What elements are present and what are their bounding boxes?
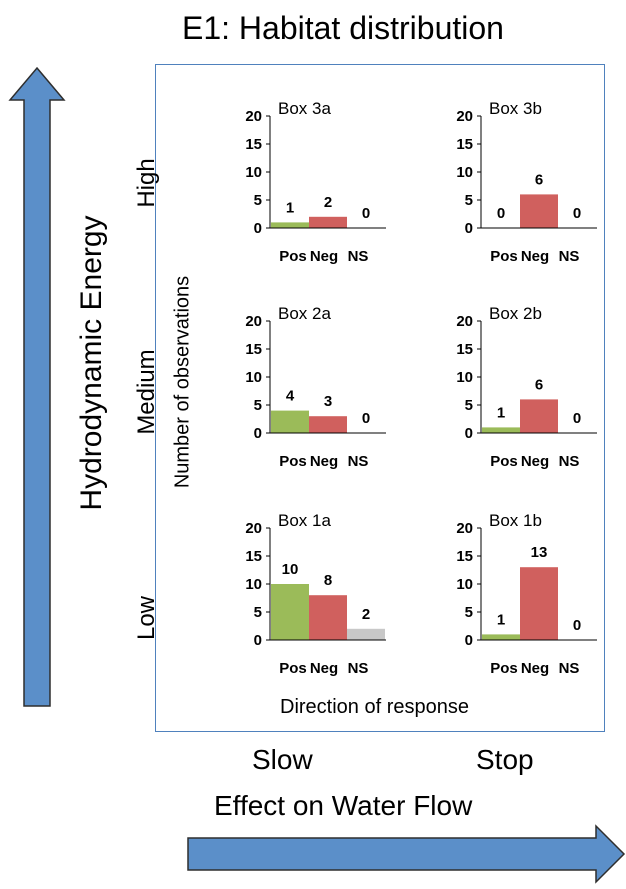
panel-4-data-label: 0 xyxy=(573,410,581,427)
panel-2-data-label: 0 xyxy=(497,205,505,222)
flow-axis-label: Effect on Water Flow xyxy=(214,790,473,821)
panel-5-category-label: NS xyxy=(348,660,369,677)
panel-2-category-label: Neg xyxy=(521,248,549,265)
panel-3-category-label: NS xyxy=(348,453,369,470)
panel-3-data-label: 0 xyxy=(362,410,370,427)
panel-5-tick-label: 0 xyxy=(254,632,262,649)
chart-frame xyxy=(155,64,605,732)
panel-3-data-label: 3 xyxy=(324,393,332,410)
panel-3-data-label: 4 xyxy=(286,388,295,405)
panel-6-data-label: 1 xyxy=(497,611,505,628)
panel-3-tick-label: 0 xyxy=(254,425,262,442)
panel-6-category-label: Pos xyxy=(490,660,518,677)
panel-6-bar-neg xyxy=(520,567,558,640)
panel-6-category-label: Neg xyxy=(521,660,549,677)
panel-5-tick-label: 10 xyxy=(245,576,262,593)
panel-5-tick-label: 20 xyxy=(245,520,262,537)
panel-2-category-label: NS xyxy=(559,248,580,265)
panel-6-tick-label: 5 xyxy=(465,604,473,621)
panel-4-data-label: 6 xyxy=(535,376,543,393)
panel-2-tick-label: 5 xyxy=(465,192,473,209)
panel-3-title: Box 2a xyxy=(278,304,331,323)
panel-4-tick-label: 5 xyxy=(465,397,473,414)
panel-4-tick-label: 20 xyxy=(456,313,473,330)
panel-6-title: Box 1b xyxy=(489,511,542,530)
panel-6-tick-label: 15 xyxy=(456,548,473,565)
panel-3-tick-label: 15 xyxy=(245,341,262,358)
panel-5-data-label: 2 xyxy=(362,606,370,623)
panel-3-bar-pos xyxy=(271,410,309,433)
panel-3-category-label: Neg xyxy=(310,453,338,470)
panel-2-tick-label: 15 xyxy=(456,136,473,153)
panel-5-tick-label: 5 xyxy=(254,604,262,621)
panel-5-title: Box 1a xyxy=(278,511,331,530)
panel-4-category-label: Neg xyxy=(521,453,549,470)
panel-1-data-label: 2 xyxy=(324,194,332,211)
panel-4-bar-pos xyxy=(482,427,520,433)
panel-6-bar-pos xyxy=(482,634,520,640)
panel-4-tick-label: 0 xyxy=(465,425,473,442)
panel-5-tick-label: 15 xyxy=(245,548,262,565)
panel-1-category-label: Pos xyxy=(279,248,307,265)
panel-1-title: Box 3a xyxy=(278,99,331,118)
panel-5-bar-ns xyxy=(347,628,385,640)
x-axis-label: Direction of response xyxy=(280,696,469,718)
panel-1-bar-neg xyxy=(309,216,347,228)
panel-1-data-label: 0 xyxy=(362,205,370,222)
panel-4-bar-neg xyxy=(520,399,558,433)
panel-2-tick-label: 0 xyxy=(465,220,473,237)
panel-1-category-label: Neg xyxy=(310,248,338,265)
panel-4-category-label: NS xyxy=(559,453,580,470)
panel-3-tick-label: 5 xyxy=(254,397,262,414)
page-title: E1: Habitat distribution xyxy=(182,10,504,46)
panel-2-tick-label: 10 xyxy=(456,164,473,181)
panel-6-tick-label: 20 xyxy=(456,520,473,537)
panel-2-bar-neg xyxy=(520,194,558,228)
panel-1-tick-label: 20 xyxy=(245,108,262,125)
panel-1-tick-label: 10 xyxy=(245,164,262,181)
panel-3-category-label: Pos xyxy=(279,453,307,470)
panel-4-category-label: Pos xyxy=(490,453,518,470)
panel-6-data-label: 13 xyxy=(531,544,548,561)
panel-5-bar-neg xyxy=(309,595,347,640)
panel-1-tick-label: 5 xyxy=(254,192,262,209)
panel-6-tick-label: 0 xyxy=(465,632,473,649)
panel-2-title: Box 3b xyxy=(489,99,542,118)
panel-4-tick-label: 15 xyxy=(456,341,473,358)
panel-1-bar-pos xyxy=(271,222,309,228)
panel-2-data-label: 0 xyxy=(573,205,581,222)
panel-5-data-label: 10 xyxy=(282,561,299,578)
panel-5-category-label: Pos xyxy=(279,660,307,677)
flow-stop-label: Stop xyxy=(476,744,534,775)
panel-1-tick-label: 0 xyxy=(254,220,262,237)
panel-4-title: Box 2b xyxy=(489,304,542,323)
panel-4-tick-label: 10 xyxy=(456,369,473,386)
panel-5-bar-pos xyxy=(271,584,309,640)
panel-3-tick-label: 20 xyxy=(245,313,262,330)
panel-1-tick-label: 15 xyxy=(245,136,262,153)
panel-4-data-label: 1 xyxy=(497,404,505,421)
panel-6-data-label: 0 xyxy=(573,617,581,634)
panel-5-data-label: 8 xyxy=(324,572,332,589)
water-flow-arrow-icon xyxy=(187,824,626,884)
panel-1-data-label: 1 xyxy=(286,199,294,216)
panel-3-bar-neg xyxy=(309,416,347,433)
panel-5-category-label: Neg xyxy=(310,660,338,677)
hydrodynamic-energy-arrow-icon xyxy=(8,66,66,707)
panel-6-category-label: NS xyxy=(559,660,580,677)
panel-1-category-label: NS xyxy=(348,248,369,265)
panel-2-tick-label: 20 xyxy=(456,108,473,125)
flow-slow-label: Slow xyxy=(252,744,313,775)
panel-6-tick-label: 10 xyxy=(456,576,473,593)
panel-2-category-label: Pos xyxy=(490,248,518,265)
panel-3-tick-label: 10 xyxy=(245,369,262,386)
panel-2-data-label: 6 xyxy=(535,171,543,188)
